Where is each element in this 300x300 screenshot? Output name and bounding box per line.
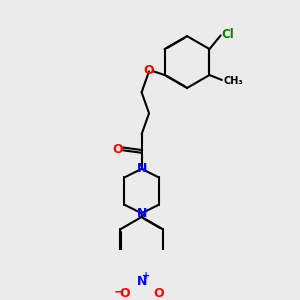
Text: +: +	[142, 271, 150, 281]
Text: N: N	[136, 207, 147, 220]
Text: N: N	[136, 275, 147, 288]
Text: CH₃: CH₃	[224, 76, 243, 86]
Text: O: O	[154, 287, 164, 300]
Text: O: O	[119, 287, 130, 300]
Text: N: N	[136, 162, 147, 175]
Text: O: O	[112, 142, 123, 156]
Text: −: −	[114, 286, 124, 299]
Text: O: O	[144, 64, 154, 76]
Text: Cl: Cl	[222, 28, 235, 41]
